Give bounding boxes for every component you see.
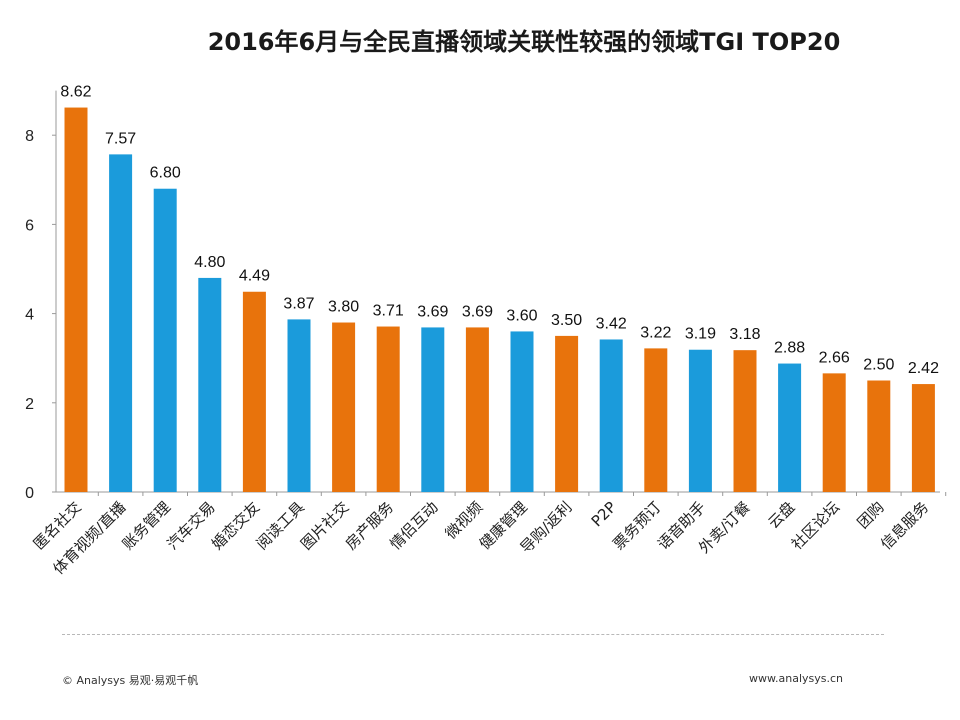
y-tick-label: 8 bbox=[25, 128, 34, 145]
bar-value-label: 3.69 bbox=[462, 303, 493, 320]
bar bbox=[510, 331, 534, 492]
bar-value-label: 3.69 bbox=[417, 303, 448, 320]
bar bbox=[376, 326, 400, 492]
x-tick-label: 图片社交 bbox=[297, 498, 352, 553]
y-tick-label: 4 bbox=[25, 307, 34, 324]
bar bbox=[332, 322, 356, 492]
footer-divider bbox=[62, 634, 884, 635]
bar-value-label: 2.42 bbox=[908, 360, 939, 377]
bar-value-label: 3.87 bbox=[283, 295, 314, 312]
x-tick-label: 票务预订 bbox=[609, 498, 664, 553]
bar-value-label: 2.88 bbox=[774, 340, 805, 357]
bar-value-label: 3.18 bbox=[729, 326, 760, 343]
y-tick-label: 0 bbox=[25, 485, 34, 502]
x-tick-label: 汽车交易 bbox=[163, 498, 218, 553]
footer-website[interactable]: www.analysys.cn bbox=[749, 672, 843, 685]
bar bbox=[644, 348, 668, 492]
bar bbox=[287, 319, 311, 492]
x-tick-label: 房产服务 bbox=[342, 498, 397, 553]
bar bbox=[64, 107, 88, 492]
bar-value-label: 3.50 bbox=[551, 312, 582, 329]
x-tick-label: 信息服务 bbox=[877, 498, 932, 553]
x-tick-label: 情侣互动 bbox=[386, 498, 441, 553]
x-tick-label: 社区论坛 bbox=[788, 498, 843, 553]
bar-value-label: 7.57 bbox=[105, 130, 136, 147]
bar bbox=[242, 291, 266, 492]
bar bbox=[421, 327, 445, 492]
bar-value-label: 8.62 bbox=[60, 84, 91, 101]
bar bbox=[778, 363, 802, 492]
bar-value-label: 3.19 bbox=[685, 326, 716, 343]
bar bbox=[911, 384, 935, 492]
bar bbox=[555, 335, 579, 492]
x-tick-label: 账务管理 bbox=[119, 498, 174, 553]
bar-value-label: 3.42 bbox=[596, 315, 627, 332]
x-tick-label: 团购 bbox=[854, 498, 888, 532]
bar bbox=[688, 349, 712, 492]
x-tick-label: P2P bbox=[588, 498, 620, 530]
bar-value-label: 3.80 bbox=[328, 299, 359, 316]
footer-copyright: © Analysys 易观·易观千帆 bbox=[62, 674, 199, 687]
bar-chart: 024688.62匿名社交7.57体育视频/直播6.80账务管理4.80汽车交易… bbox=[25, 84, 947, 578]
bar-value-label: 4.49 bbox=[239, 268, 270, 285]
x-tick-label: 云盘 bbox=[764, 498, 798, 532]
x-tick-label: 阅读工具 bbox=[253, 498, 308, 553]
bar-value-label: 2.66 bbox=[819, 349, 850, 366]
bar bbox=[867, 380, 891, 492]
bar bbox=[599, 339, 623, 492]
bar-value-label: 3.71 bbox=[373, 303, 404, 320]
bar-value-label: 3.22 bbox=[640, 324, 671, 341]
bar-value-label: 4.80 bbox=[194, 254, 225, 271]
bar bbox=[153, 188, 177, 492]
bar bbox=[109, 154, 133, 493]
bar-value-label: 6.80 bbox=[150, 165, 181, 182]
bar bbox=[465, 327, 489, 492]
y-tick-label: 6 bbox=[25, 217, 34, 234]
bar-value-label: 2.50 bbox=[863, 357, 894, 374]
chart-title: 2016年6月与全民直播领域关联性较强的领域TGI TOP20 bbox=[207, 28, 841, 56]
bar bbox=[198, 277, 222, 492]
bar-value-label: 3.60 bbox=[506, 307, 537, 324]
bar bbox=[822, 373, 846, 492]
bar bbox=[733, 350, 757, 492]
x-tick-label: 婚恋交友 bbox=[208, 498, 263, 553]
y-tick-label: 2 bbox=[25, 396, 34, 413]
